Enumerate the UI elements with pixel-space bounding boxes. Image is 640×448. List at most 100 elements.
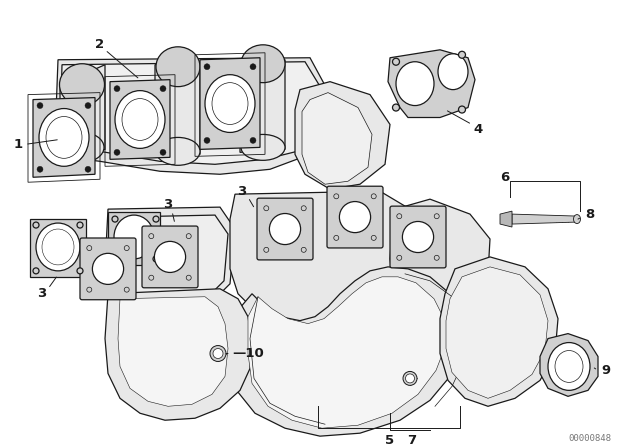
- Circle shape: [153, 216, 159, 222]
- Circle shape: [334, 235, 339, 241]
- Polygon shape: [390, 199, 490, 323]
- Polygon shape: [230, 267, 462, 436]
- Circle shape: [403, 371, 417, 385]
- Ellipse shape: [156, 138, 200, 165]
- Polygon shape: [388, 50, 475, 117]
- Circle shape: [458, 106, 465, 113]
- Circle shape: [392, 104, 399, 111]
- Circle shape: [186, 234, 191, 239]
- Circle shape: [264, 206, 269, 211]
- Text: 7: 7: [408, 434, 417, 447]
- Text: 1: 1: [13, 138, 22, 151]
- Text: 3: 3: [37, 287, 47, 300]
- Circle shape: [160, 149, 166, 155]
- Text: 00000848: 00000848: [568, 434, 611, 443]
- Ellipse shape: [205, 75, 255, 133]
- Circle shape: [213, 349, 223, 358]
- Ellipse shape: [60, 133, 104, 162]
- Polygon shape: [105, 289, 252, 420]
- Polygon shape: [540, 334, 598, 396]
- Circle shape: [186, 275, 191, 280]
- Polygon shape: [248, 277, 446, 428]
- Circle shape: [112, 256, 118, 262]
- Polygon shape: [33, 98, 95, 177]
- Circle shape: [371, 194, 376, 199]
- FancyBboxPatch shape: [80, 238, 136, 300]
- Polygon shape: [440, 257, 558, 406]
- Circle shape: [371, 235, 376, 241]
- Circle shape: [269, 214, 301, 245]
- Circle shape: [301, 206, 306, 211]
- Circle shape: [33, 268, 39, 274]
- Ellipse shape: [241, 45, 285, 82]
- Ellipse shape: [548, 343, 590, 390]
- Circle shape: [87, 287, 92, 292]
- Ellipse shape: [36, 223, 80, 271]
- Ellipse shape: [60, 64, 104, 106]
- Polygon shape: [55, 58, 330, 174]
- Circle shape: [403, 221, 434, 253]
- Polygon shape: [295, 82, 390, 189]
- Ellipse shape: [241, 134, 285, 160]
- Text: 8: 8: [586, 207, 595, 220]
- Polygon shape: [500, 211, 512, 227]
- FancyBboxPatch shape: [390, 206, 446, 268]
- Polygon shape: [60, 65, 105, 167]
- Polygon shape: [512, 214, 577, 224]
- Text: —10: —10: [232, 347, 264, 360]
- Polygon shape: [60, 62, 325, 164]
- Circle shape: [114, 86, 120, 91]
- Circle shape: [85, 166, 91, 172]
- Polygon shape: [230, 191, 420, 323]
- FancyBboxPatch shape: [142, 226, 198, 288]
- Circle shape: [210, 345, 226, 362]
- Circle shape: [434, 255, 439, 260]
- Circle shape: [92, 253, 124, 284]
- Polygon shape: [200, 58, 260, 149]
- Circle shape: [77, 222, 83, 228]
- Polygon shape: [115, 215, 228, 306]
- Circle shape: [397, 255, 402, 260]
- Ellipse shape: [156, 47, 200, 86]
- Polygon shape: [30, 219, 86, 277]
- Polygon shape: [105, 207, 235, 311]
- Text: 5: 5: [385, 434, 395, 447]
- Polygon shape: [118, 297, 228, 406]
- Polygon shape: [302, 93, 372, 184]
- Text: 3: 3: [237, 185, 246, 198]
- Circle shape: [264, 247, 269, 252]
- Ellipse shape: [396, 62, 434, 106]
- Circle shape: [87, 246, 92, 250]
- Circle shape: [458, 51, 465, 58]
- Text: 3: 3: [163, 198, 173, 211]
- Circle shape: [112, 216, 118, 222]
- Circle shape: [406, 374, 415, 383]
- Ellipse shape: [114, 215, 154, 259]
- Polygon shape: [446, 267, 548, 398]
- Ellipse shape: [39, 108, 89, 166]
- Polygon shape: [110, 80, 170, 159]
- Ellipse shape: [573, 215, 580, 224]
- Circle shape: [204, 64, 210, 70]
- Circle shape: [148, 275, 154, 280]
- Circle shape: [37, 166, 43, 172]
- Circle shape: [77, 268, 83, 274]
- Circle shape: [148, 234, 154, 239]
- Polygon shape: [108, 212, 160, 265]
- Circle shape: [124, 287, 129, 292]
- Text: 2: 2: [95, 39, 104, 52]
- FancyBboxPatch shape: [257, 198, 313, 260]
- Polygon shape: [155, 62, 200, 157]
- Circle shape: [434, 214, 439, 219]
- FancyBboxPatch shape: [327, 186, 383, 248]
- Text: 4: 4: [474, 123, 483, 136]
- Circle shape: [160, 86, 166, 91]
- Circle shape: [153, 256, 159, 262]
- Text: 9: 9: [602, 364, 611, 377]
- Circle shape: [397, 214, 402, 219]
- Circle shape: [85, 103, 91, 108]
- Circle shape: [334, 194, 339, 199]
- Circle shape: [154, 241, 186, 272]
- Circle shape: [250, 138, 256, 143]
- Circle shape: [37, 103, 43, 108]
